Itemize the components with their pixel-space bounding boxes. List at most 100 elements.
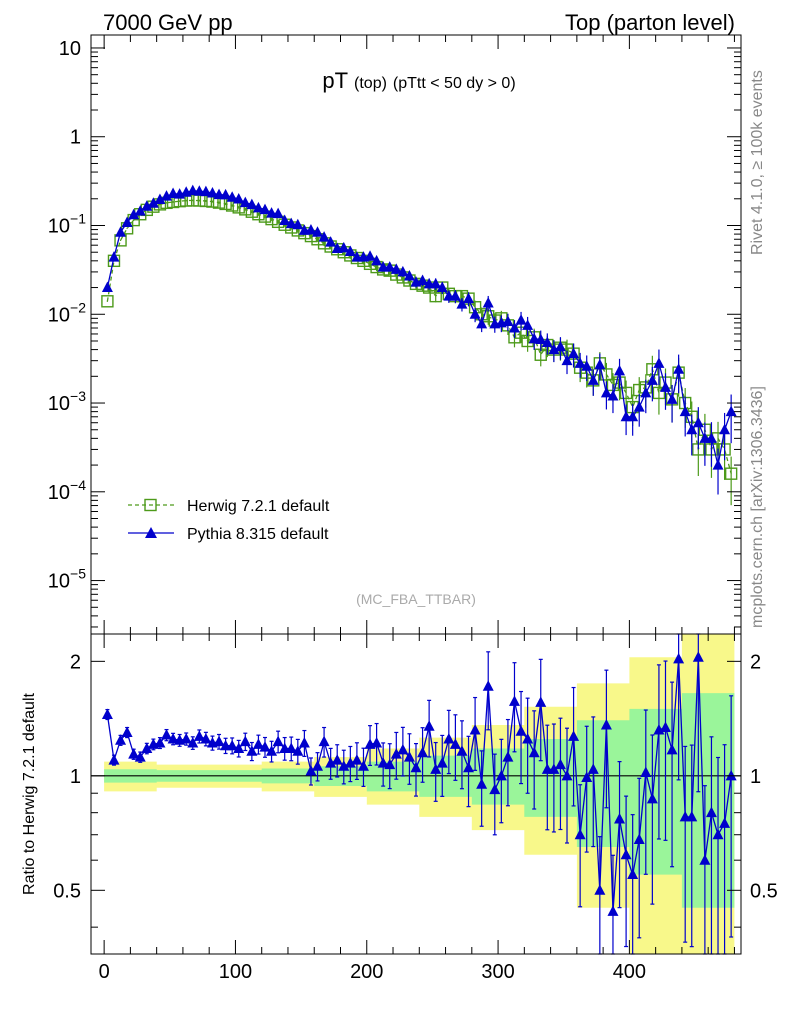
ratio-point: [581, 771, 593, 782]
ratio-point: [226, 739, 238, 751]
pythia-point: [515, 314, 527, 325]
main-ytick-label: 10−2: [48, 299, 86, 326]
pythia-point: [403, 269, 415, 281]
ratio-point: [154, 736, 166, 748]
ratio-point: [213, 735, 225, 747]
ratio-frame: [90, 633, 742, 955]
ratio-ytick-label-left: 1: [70, 766, 81, 788]
pythia-point: [279, 214, 291, 225]
ratio-xtick-label: 200: [350, 961, 383, 983]
ratio-panel: 0.5 0.5 1 1 2 2 0 100 200 300 400: [53, 633, 778, 983]
ratio-point: [417, 746, 429, 758]
pythia-point: [325, 236, 337, 247]
ratio-point: [423, 720, 435, 731]
ratio-xtick-label: 100: [219, 961, 252, 983]
ratio-point: [482, 680, 494, 691]
ratio-point: [390, 748, 402, 759]
rivet-label: Rivet 4.1.0, ≥ 100k events: [749, 70, 766, 255]
ratio-point: [692, 651, 704, 662]
pythia-point: [712, 459, 724, 470]
pythia-point: [469, 308, 481, 319]
main-ytick-label: 10−1: [48, 211, 86, 238]
main-ytick-exponent: −2: [70, 299, 86, 315]
ratio-ytick-label-right: 0.5: [750, 880, 778, 902]
pythia-point: [705, 432, 717, 443]
ratio-point: [476, 778, 488, 789]
pythia-point: [206, 187, 218, 198]
legend-pythia-marker: [145, 527, 157, 538]
ratio-point: [318, 735, 330, 747]
ratio-point: [351, 754, 363, 765]
ratio-point: [115, 734, 127, 745]
plot-title-sub2: (pTtt < 50 dy > 0): [393, 75, 516, 92]
ratio-point: [725, 769, 737, 781]
pythia-point: [292, 218, 304, 230]
ratio-band-inner: [104, 693, 735, 908]
main-series-layer: [101, 184, 738, 506]
pythia-point: [463, 292, 475, 304]
pythia-point: [600, 386, 612, 398]
ratio-point: [436, 757, 448, 768]
ratio-point: [548, 763, 560, 774]
pythia-point: [128, 208, 140, 220]
ratio-band-outer: [104, 634, 735, 954]
ratio-point: [627, 868, 639, 880]
ratio-point: [384, 758, 396, 770]
main-series-1: [101, 184, 737, 495]
pythia-point: [141, 200, 153, 211]
pythia-point: [390, 263, 402, 274]
pythia-point: [607, 390, 619, 401]
pythia-point: [252, 201, 264, 213]
ratio-point: [528, 746, 540, 758]
pythia-point: [312, 226, 324, 237]
ratio-point: [449, 738, 461, 749]
ratio-point: [443, 732, 455, 744]
ratio-ytick-label-right: 2: [750, 651, 761, 673]
ratio-point: [246, 745, 258, 756]
ratio-point: [489, 783, 501, 795]
pythia-point: [108, 251, 120, 262]
pythia-point: [686, 423, 698, 435]
pythia-point: [121, 216, 133, 228]
legend-pythia-label: Pythia 8.315 default: [187, 526, 329, 543]
pythia-point: [719, 423, 731, 435]
ratio-point: [233, 742, 245, 753]
ratio-series-layer: [101, 633, 737, 955]
ratio-xtick-label: 0: [99, 961, 110, 983]
pythia-point: [554, 340, 566, 352]
herwig-point: [429, 289, 442, 303]
ratio-point: [515, 725, 527, 736]
main-ytick-base: 10: [48, 304, 70, 326]
pythia-point: [115, 226, 127, 237]
ratio-point: [712, 828, 724, 840]
header-left: 7000 GeV pp: [103, 10, 233, 35]
legend-herwig-label: Herwig 7.2.1 default: [187, 498, 330, 515]
herwig-point: [724, 467, 738, 480]
ratio-point: [673, 652, 685, 664]
ratio-point: [134, 751, 146, 762]
pythia-point: [587, 374, 599, 385]
pythia-point: [147, 197, 159, 208]
ratio-point: [430, 763, 442, 774]
pythia-point: [226, 191, 238, 202]
ratio-point: [699, 854, 711, 865]
pythia-point: [522, 319, 534, 330]
ratio-xtick-label: 300: [481, 961, 514, 983]
pythia-point: [154, 193, 166, 205]
ratio-point: [193, 730, 205, 741]
herwig-point: [652, 386, 666, 400]
pythia-point: [456, 298, 468, 309]
ratio-point: [554, 758, 566, 770]
plot-title-sub1: (top): [354, 75, 387, 92]
ratio-point: [259, 741, 271, 752]
ratio-point: [331, 754, 343, 765]
pythia-point: [594, 358, 606, 370]
pythia-point: [502, 315, 514, 326]
ratio-point: [574, 828, 586, 840]
pythia-point: [187, 184, 199, 196]
pythia-point: [233, 192, 245, 204]
ratio-point: [640, 766, 652, 778]
pythia-point: [528, 332, 540, 344]
